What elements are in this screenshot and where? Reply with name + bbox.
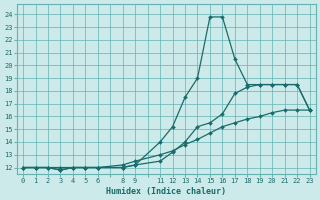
X-axis label: Humidex (Indice chaleur): Humidex (Indice chaleur) [106, 187, 226, 196]
